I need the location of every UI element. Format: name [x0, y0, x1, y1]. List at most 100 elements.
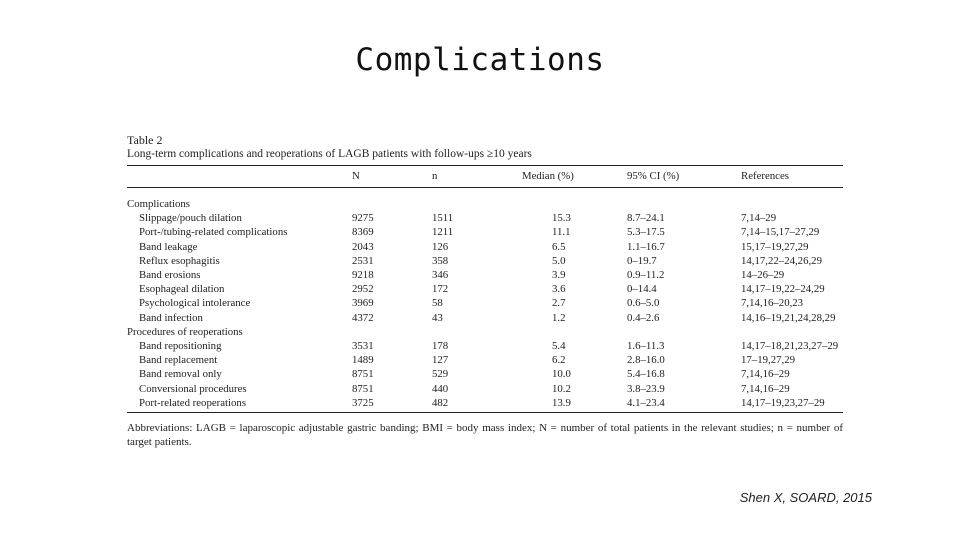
table-figure: Table 2 Long-term complications and reop… — [127, 133, 843, 449]
cell-target-n: 1511 — [432, 212, 454, 225]
cell-references: 7,14–29 — [741, 212, 777, 225]
section-row: Complications — [127, 188, 843, 212]
cell-median: 15.3 — [552, 212, 571, 225]
cell-references: 14,17–19,22–24,29 — [741, 283, 825, 296]
cell-median: 6.5 — [552, 240, 566, 253]
cell-total-n: 8751 — [352, 368, 374, 381]
cell-references: 14,17–18,21,23,27–29 — [741, 340, 839, 353]
table-row: Slippage/pouch dilation 9275 1511 15.3 8.7–2… — [127, 211, 843, 225]
cell-median: 6.2 — [552, 354, 566, 367]
table-label: Table 2 — [127, 133, 163, 147]
table-body: Complications Slippage/pouch dilation 9275… — [127, 188, 843, 414]
cell-target-n: 482 — [432, 395, 522, 414]
table-row: Band erosions 9218 346 3.9 0.9–11.2 14–26–29 — [127, 268, 843, 282]
cell-references: 14–26–29 — [741, 269, 785, 282]
cell-total-n: 2531 — [352, 254, 374, 267]
header-references: References — [741, 165, 843, 188]
cell-ci: 5.3–17.5 — [627, 226, 665, 239]
cell-ci: 0–14.4 — [627, 283, 657, 296]
row-label: Band leakage — [139, 240, 198, 253]
table-header-row: N n Median (%) 95% CI (%) References — [127, 165, 843, 188]
cell-ci: 0–19.7 — [627, 254, 657, 267]
cell-median: 5.4 — [552, 340, 566, 353]
cell-total-n: 8751 — [352, 382, 374, 395]
cell-ci: 3.8–23.9 — [627, 382, 665, 395]
row-label: Port-related reoperations — [127, 395, 352, 414]
cell-total-n: 3725 — [352, 395, 432, 414]
cell-ci: 2.8–16.0 — [627, 354, 665, 367]
table-row: Port-related reoperations 3725 482 13.9 4.1–… — [127, 395, 843, 414]
cell-references: 7,14,16–29 — [741, 382, 790, 395]
header-total-n: N — [352, 165, 432, 188]
table-row: Esophageal dilation 2952 172 3.6 0–14.4 14,17… — [127, 282, 843, 296]
cell-total-n: 8369 — [352, 226, 374, 239]
table-footnote: Abbreviations: LAGB = laparoscopic adjus… — [127, 422, 843, 449]
cell-ci: 8.7–24.1 — [627, 212, 665, 225]
cell-references: 7,14,16–29 — [741, 368, 790, 381]
table-row: Band infection 4372 43 1.2 0.4–2.6 14,16–19,2… — [127, 311, 843, 325]
cell-target-n: 346 — [432, 269, 449, 282]
cell-total-n: 3969 — [352, 297, 374, 310]
complications-table: N n Median (%) 95% CI (%) References Com… — [127, 165, 843, 414]
table-row: Conversional procedures 8751 440 10.2 3.8–23… — [127, 382, 843, 396]
row-label: Band replacement — [139, 354, 218, 367]
row-label: Band repositioning — [139, 340, 222, 353]
cell-references: 14,17–19,23,27–29 — [741, 395, 843, 414]
cell-ci: 4.1–23.4 — [627, 395, 741, 414]
cell-references: 7,14–15,17–27,29 — [741, 226, 820, 239]
row-label: Conversional procedures — [139, 382, 247, 395]
header-median: Median (%) — [522, 165, 627, 188]
table-row: Band repositioning 3531 178 5.4 1.6–11.3 14,1… — [127, 339, 843, 353]
row-label: Port-/tubing-related complications — [139, 226, 288, 239]
cell-references: 7,14,16–20,23 — [741, 297, 804, 310]
table-caption: Long-term complications and reoperations… — [127, 148, 532, 160]
row-label: Band removal only — [139, 368, 222, 381]
cell-ci: 0.6–5.0 — [627, 297, 660, 310]
table-row: Psychological intolerance 3969 58 2.7 0.6–5.… — [127, 296, 843, 310]
cell-total-n: 2043 — [352, 240, 374, 253]
header-ci: 95% CI (%) — [627, 165, 741, 188]
row-label: Band infection — [139, 311, 203, 324]
table-row: Band removal only 8751 529 10.0 5.4–16.8 7,14… — [127, 367, 843, 381]
cell-median: 2.7 — [552, 297, 566, 310]
cell-median: 10.0 — [552, 368, 571, 381]
table-row: Band replacement 1489 127 6.2 2.8–16.0 17–19,… — [127, 353, 843, 367]
cell-ci: 0.9–11.2 — [627, 269, 665, 282]
cell-ci: 1.1–16.7 — [627, 240, 665, 253]
row-label: Psychological intolerance — [139, 297, 251, 310]
cell-total-n: 2952 — [352, 283, 374, 296]
header-target-n: n — [432, 165, 522, 188]
cell-median: 13.9 — [522, 395, 627, 414]
cell-total-n: 3531 — [352, 340, 374, 353]
cell-median: 5.0 — [552, 254, 566, 267]
cell-target-n: 172 — [432, 283, 449, 296]
cell-target-n: 127 — [432, 354, 449, 367]
cell-total-n: 1489 — [352, 354, 374, 367]
cell-total-n: 4372 — [352, 311, 374, 324]
cell-ci: 0.4–2.6 — [627, 311, 660, 324]
cell-median: 3.6 — [552, 283, 566, 296]
cell-target-n: 43 — [432, 311, 443, 324]
section-row: Procedures of reoperations — [127, 325, 843, 339]
row-label: Reflux esophagitis — [139, 254, 220, 267]
cell-ci: 5.4–16.8 — [627, 368, 665, 381]
slide-title: Complications — [355, 42, 605, 78]
table-row: Port-/tubing-related complications 8369 12… — [127, 225, 843, 239]
cell-ci: 1.6–11.3 — [627, 340, 665, 353]
cell-median: 3.9 — [552, 269, 566, 282]
header-label — [127, 165, 352, 188]
cell-median: 10.2 — [552, 382, 571, 395]
cell-target-n: 440 — [432, 382, 449, 395]
section-title: Procedures of reoperations — [127, 325, 243, 338]
section-title: Complications — [127, 198, 190, 210]
cell-references: 14,16–19,21,24,28,29 — [741, 311, 836, 324]
row-label: Band erosions — [139, 269, 201, 282]
row-label: Esophageal dilation — [139, 283, 225, 296]
cell-target-n: 58 — [432, 297, 443, 310]
cell-target-n: 1211 — [432, 226, 454, 239]
cell-references: 15,17–19,27,29 — [741, 240, 809, 253]
cell-references: 17–19,27,29 — [741, 354, 795, 367]
cell-target-n: 178 — [432, 340, 449, 353]
table-row: Band leakage 2043 126 6.5 1.1–16.7 15,17–19,2… — [127, 240, 843, 254]
cell-median: 1.2 — [552, 311, 566, 324]
